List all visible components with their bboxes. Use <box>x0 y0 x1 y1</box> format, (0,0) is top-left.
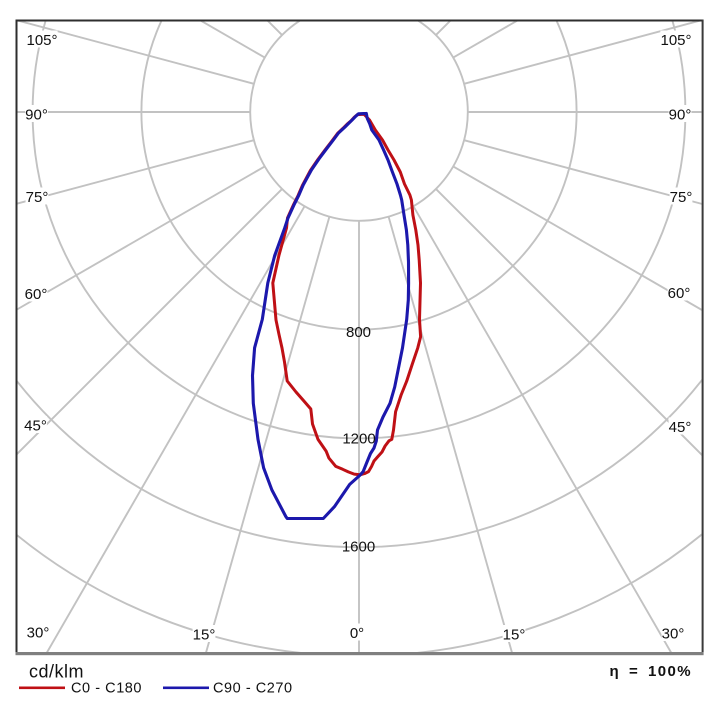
svg-text:90°: 90° <box>25 106 48 123</box>
svg-text:30°: 30° <box>662 625 685 642</box>
svg-text:η = 100%: η = 100% <box>610 663 693 680</box>
svg-text:105°: 105° <box>26 32 57 49</box>
svg-text:30°: 30° <box>27 624 50 641</box>
svg-text:45°: 45° <box>669 419 692 436</box>
svg-text:105°: 105° <box>660 32 691 49</box>
svg-text:0°: 0° <box>350 625 364 642</box>
svg-text:1200: 1200 <box>342 430 375 447</box>
svg-text:60°: 60° <box>25 286 48 303</box>
svg-text:60°: 60° <box>668 285 691 302</box>
svg-text:75°: 75° <box>26 189 49 206</box>
svg-text:800: 800 <box>346 324 371 341</box>
svg-text:45°: 45° <box>24 417 47 434</box>
svg-text:C0 - C180: C0 - C180 <box>71 681 142 697</box>
svg-text:75°: 75° <box>670 189 693 206</box>
svg-text:cd/klm: cd/klm <box>29 662 84 682</box>
svg-text:1600: 1600 <box>342 538 375 555</box>
svg-text:90°: 90° <box>669 106 692 123</box>
svg-text:15°: 15° <box>193 626 216 643</box>
svg-text:C90 - C270: C90 - C270 <box>213 681 293 697</box>
svg-text:15°: 15° <box>503 626 526 643</box>
